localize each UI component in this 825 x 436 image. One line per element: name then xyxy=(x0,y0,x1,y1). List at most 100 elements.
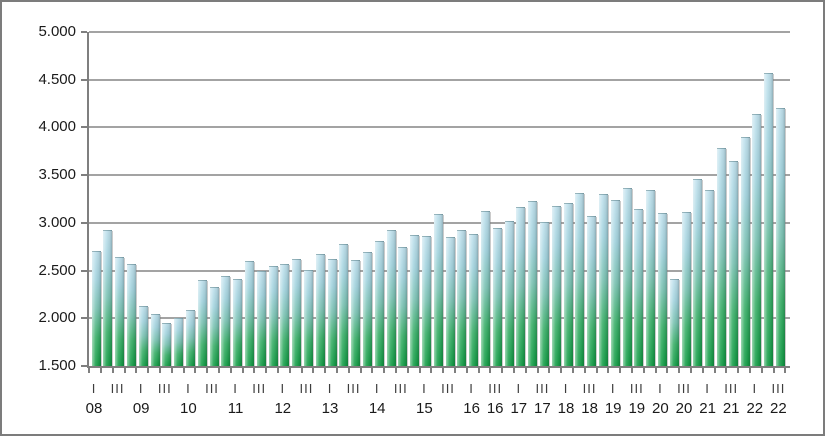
x-axis-tick xyxy=(324,368,327,373)
bar xyxy=(398,247,408,366)
bar xyxy=(516,207,526,366)
x-axis-tick xyxy=(784,368,787,373)
bar xyxy=(103,230,113,366)
x-axis-tick xyxy=(654,368,657,373)
x-axis-year-label: 14 xyxy=(368,400,386,417)
y-axis-tick-label: 2.500 xyxy=(38,261,76,279)
x-axis-tick xyxy=(678,368,681,373)
x-axis-quarter-label: I xyxy=(233,381,238,396)
x-axis-quarter-label: III xyxy=(771,381,786,396)
bar xyxy=(457,230,467,366)
bar xyxy=(292,259,302,366)
x-axis-tick xyxy=(276,368,279,373)
x-axis-quarter-label: III xyxy=(393,381,408,396)
x-axis-tick xyxy=(229,368,232,373)
bar xyxy=(728,161,738,366)
x-axis-year-label: 17 xyxy=(510,400,528,417)
bar xyxy=(351,260,361,366)
x-axis-tick xyxy=(760,368,763,373)
bar xyxy=(362,252,372,366)
bar xyxy=(339,244,349,366)
x-axis-tick xyxy=(430,368,433,373)
x-axis-quarter-label: III xyxy=(441,381,455,396)
x-axis-tick xyxy=(406,368,409,373)
y-axis-tick xyxy=(81,269,87,272)
x-axis-tick xyxy=(725,368,728,373)
x-axis-tick xyxy=(288,368,291,373)
x-axis-year-label: 08 xyxy=(85,400,103,417)
y-axis-tick xyxy=(81,221,87,224)
bar xyxy=(244,261,254,366)
x-axis-year-label: 16 xyxy=(463,400,480,417)
bar xyxy=(280,264,290,366)
x-axis-tick xyxy=(737,368,740,373)
y-axis-tick-label: 4.000 xyxy=(38,118,76,136)
y-axis-tick-label: 3.000 xyxy=(38,213,76,231)
x-axis-tick xyxy=(465,368,468,373)
bar xyxy=(303,270,313,366)
x-axis-tick xyxy=(607,368,610,373)
x-axis-quarter-label: I xyxy=(658,381,663,396)
x-axis-tick xyxy=(99,368,102,373)
bar xyxy=(162,323,172,366)
bar xyxy=(197,280,207,366)
x-axis-tick xyxy=(571,368,574,373)
x-axis-quarter-label: III xyxy=(205,381,219,396)
x-axis-tick xyxy=(312,368,315,373)
bar xyxy=(209,287,219,366)
x-axis-tick xyxy=(158,368,161,373)
x-axis-quarter-label: I xyxy=(91,381,97,396)
x-axis-quarter-label: I xyxy=(752,381,758,396)
bar xyxy=(716,148,726,366)
x-axis-year-label: 17 xyxy=(534,400,551,417)
bar xyxy=(374,241,384,366)
x-axis-tick xyxy=(383,368,386,373)
bar xyxy=(386,230,396,366)
bar xyxy=(705,190,715,366)
y-axis-tick-label: 4.500 xyxy=(38,70,76,88)
x-axis-tick xyxy=(489,368,492,373)
x-axis-tick xyxy=(182,368,185,373)
x-axis-tick xyxy=(253,368,256,373)
bar xyxy=(622,188,632,366)
x-axis-tick xyxy=(453,368,456,373)
bar xyxy=(539,222,549,366)
x-axis-quarter-label: III xyxy=(629,381,644,396)
x-axis-tick xyxy=(772,368,775,373)
bar xyxy=(528,201,538,366)
bar xyxy=(233,279,243,366)
bar xyxy=(669,279,679,366)
x-axis-tick xyxy=(418,368,421,373)
x-axis-tick xyxy=(666,368,669,373)
bar xyxy=(91,251,101,366)
bar xyxy=(174,318,184,366)
bar xyxy=(126,264,136,366)
bar xyxy=(764,73,774,366)
x-axis-quarter-label: I xyxy=(705,381,710,396)
x-axis-tick xyxy=(265,368,268,373)
x-axis-quarter-label: I xyxy=(186,381,191,396)
x-axis-tick xyxy=(713,368,716,373)
x-axis-year-label: 18 xyxy=(557,400,575,417)
gridline xyxy=(89,31,790,33)
bar xyxy=(598,194,608,366)
x-axis-tick xyxy=(595,368,598,373)
x-axis-quarter-label: I xyxy=(422,381,427,396)
x-axis-quarter-label: III xyxy=(488,381,503,396)
x-axis-quarter-label: I xyxy=(516,381,522,396)
x-axis-year-label: 19 xyxy=(604,400,622,417)
x-axis-quarter-label: I xyxy=(327,381,333,396)
y-axis-tick xyxy=(81,174,87,177)
bar xyxy=(587,216,597,366)
bar xyxy=(315,254,325,366)
bar xyxy=(480,211,490,366)
x-axis-tick xyxy=(536,368,539,373)
x-axis-year-label: 10 xyxy=(180,400,197,417)
x-axis-tick xyxy=(194,368,197,373)
x-axis-tick xyxy=(347,368,350,373)
bar xyxy=(115,257,125,366)
x-axis-quarter-label: III xyxy=(535,381,550,396)
x-axis-quarter-label: I xyxy=(469,381,474,396)
bar xyxy=(693,179,703,366)
x-axis-tick xyxy=(394,368,397,373)
